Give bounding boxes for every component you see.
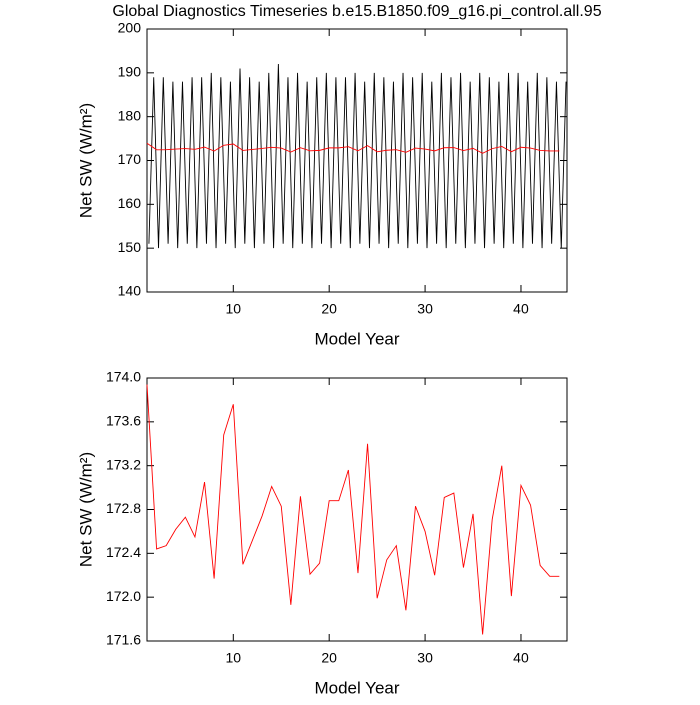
y-tick-label: 172.4 <box>106 544 141 560</box>
y-tick-label: 170 <box>118 151 142 167</box>
data-line <box>146 384 560 635</box>
y-tick-label: 160 <box>118 195 142 211</box>
x-axis-label: Model Year <box>314 329 399 348</box>
data-line <box>148 64 567 249</box>
y-tick-label: 190 <box>118 64 142 80</box>
chart-title: Global Diagnostics Timeseries b.e15.B185… <box>112 3 601 20</box>
x-tick-label: 30 <box>417 301 433 317</box>
data-line <box>146 142 560 154</box>
x-tick-label: 10 <box>226 650 242 666</box>
y-tick-label: 171.6 <box>106 632 141 648</box>
y-axis-label: Net SW (W/m²) <box>76 452 95 567</box>
y-tick-label: 150 <box>118 239 142 255</box>
x-tick-label: 40 <box>513 301 529 317</box>
x-tick-label: 10 <box>226 301 242 317</box>
y-tick-label: 200 <box>118 20 142 36</box>
y-tick-label: 174.0 <box>106 369 141 385</box>
y-tick-label: 172.0 <box>106 588 141 604</box>
plot-frame <box>146 377 568 642</box>
x-tick-label: 20 <box>321 650 337 666</box>
y-tick-label: 173.2 <box>106 456 141 472</box>
y-tick-label: 173.6 <box>106 413 141 429</box>
y-tick-label: 140 <box>118 283 142 299</box>
x-tick-label: 40 <box>513 650 529 666</box>
plot-frame <box>146 28 568 293</box>
y-tick-label: 180 <box>118 107 142 123</box>
x-tick-label: 30 <box>417 650 433 666</box>
x-tick-label: 20 <box>321 301 337 317</box>
y-axis-label: Net SW (W/m²) <box>76 103 95 218</box>
x-axis-label: Model Year <box>314 678 399 697</box>
y-tick-label: 172.8 <box>106 500 141 516</box>
